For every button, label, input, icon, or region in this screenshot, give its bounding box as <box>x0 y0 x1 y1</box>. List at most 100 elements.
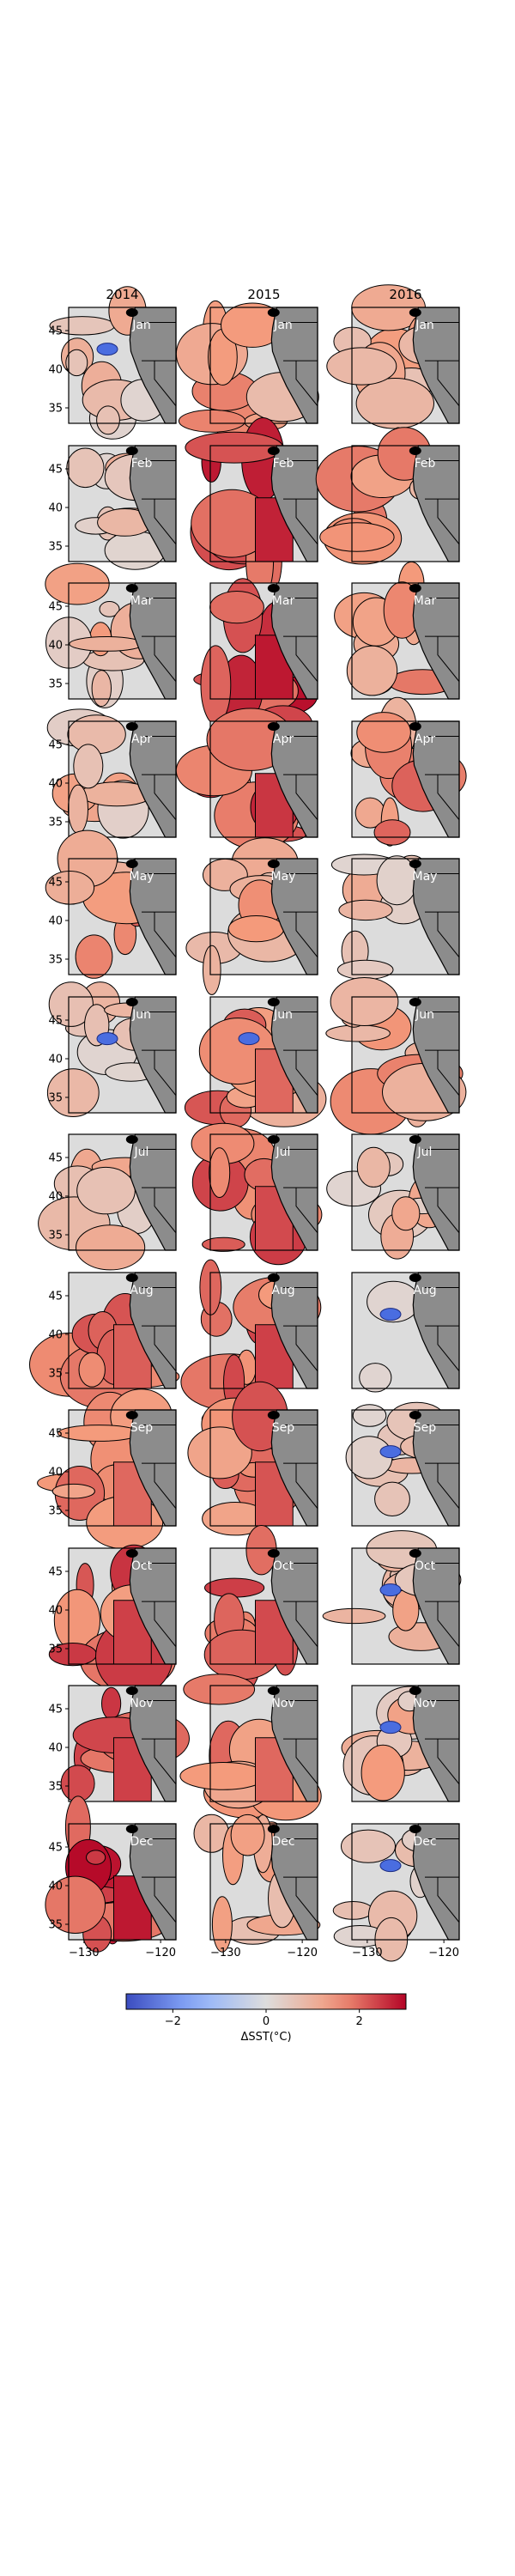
y-tick-label: 45 <box>48 739 63 752</box>
anomaly-region <box>48 981 94 1027</box>
panel-2016-dec: Dec <box>332 1823 460 1962</box>
panel-2016-aug: Aug <box>351 1272 460 1393</box>
month-label-jul: Jul <box>276 1145 291 1159</box>
month-label-apr: Apr <box>273 732 294 746</box>
column-title-2016: 2016 <box>389 287 421 302</box>
island <box>125 998 138 1006</box>
panel-frame <box>209 858 318 975</box>
panel-frame <box>351 1823 460 1941</box>
island <box>409 584 421 592</box>
y-tick-label: 45 <box>48 1015 63 1028</box>
state-border <box>154 499 177 545</box>
state-border <box>295 1877 318 1923</box>
anomaly-region <box>183 1674 256 1705</box>
panel-frame <box>68 858 177 975</box>
island <box>125 1411 138 1419</box>
panel-2016-oct: Oct <box>322 1530 462 1665</box>
x-tick-label: −130 <box>352 1947 383 1959</box>
y-tick-label: 35 <box>48 1368 63 1381</box>
anomaly-region <box>86 1850 106 1865</box>
island <box>409 1825 421 1833</box>
anomaly-region <box>330 977 399 1026</box>
month-label-may: May <box>130 870 154 884</box>
month-label-nov: Nov <box>413 1697 436 1710</box>
anomaly-region <box>65 349 88 377</box>
island <box>409 1273 421 1282</box>
y-tick-label: 35 <box>48 1643 63 1656</box>
panel-frame <box>68 1685 177 1802</box>
month-label-may: May <box>271 870 296 884</box>
island <box>267 1825 280 1833</box>
panel-2015-feb: Feb <box>185 417 318 602</box>
state-border <box>295 1463 318 1510</box>
island <box>267 447 280 455</box>
island <box>125 860 138 868</box>
cold-anomaly-region <box>238 1032 260 1046</box>
panel-2015-jul: Jul <box>191 1122 323 1266</box>
panel-grid: Jan Jan Jan Feb Feb Feb Mar Mar Mar Apr Apr Apr May M… <box>28 284 467 1962</box>
panel-frame <box>68 445 177 562</box>
month-label-apr: Apr <box>131 732 152 746</box>
panel-2016-jan: Jan <box>326 284 460 429</box>
month-label-jan: Jan <box>273 319 293 332</box>
anomaly-region <box>356 1146 391 1188</box>
cold-anomaly-region <box>379 1308 402 1321</box>
state-border <box>295 1601 318 1648</box>
panel-2014-mar: Mar <box>45 562 177 708</box>
panel-2014-oct: Oct <box>48 1544 177 1697</box>
anomaly-region <box>187 1426 252 1479</box>
colorbar-tick-label: 2 <box>356 2015 363 2028</box>
state-border <box>437 636 460 683</box>
x-tick-label: −130 <box>210 1947 241 1959</box>
state-border <box>154 1326 177 1372</box>
panel-2014-sep: Sep <box>37 1388 177 1550</box>
panel-frame <box>209 1133 318 1251</box>
island <box>409 1549 421 1558</box>
month-label-dec: Dec <box>413 1835 436 1849</box>
panel-frame <box>68 1547 177 1665</box>
y-tick-label: 40 <box>48 1191 63 1204</box>
anomaly-region <box>68 784 88 834</box>
panel-2015-jun: Jun <box>184 996 327 1128</box>
panel-2015-sep: Sep <box>187 1381 318 1536</box>
panel-frame <box>68 307 177 424</box>
colorbar-gradient <box>125 1993 407 2010</box>
month-label-dec: Dec <box>271 1835 294 1849</box>
panel-2016-sep: Sep <box>345 1401 460 1527</box>
anomaly-region <box>230 1814 265 1856</box>
anomaly-region <box>75 934 113 979</box>
panel-frame <box>68 1823 177 1941</box>
state-border <box>154 1739 177 1785</box>
panel-2016-jun: Jun <box>325 977 467 1135</box>
state-border <box>437 775 460 821</box>
y-tick-label: 40 <box>48 1329 63 1342</box>
panel-frame <box>209 720 318 838</box>
state-border <box>154 1050 177 1097</box>
panel-2016-jul: Jul <box>326 1133 460 1260</box>
cold-anomaly-region <box>379 1445 402 1459</box>
y-tick-label: 35 <box>48 1919 63 1932</box>
state-border <box>295 636 318 683</box>
state-border <box>295 1188 318 1234</box>
island <box>409 1135 421 1144</box>
panel-2015-oct: Oct <box>203 1525 318 1694</box>
anomaly-region <box>355 378 434 429</box>
colorbar: −2 0 2 ΔSST(°C) <box>125 1993 407 2044</box>
state-border <box>437 1326 460 1372</box>
y-tick-label: 40 <box>48 1880 63 1893</box>
panel-2014-apr: Apr <box>46 708 177 839</box>
panel-2015-aug: Aug <box>180 1259 322 1411</box>
panel-2014-feb: Feb <box>66 445 177 570</box>
month-label-feb: Feb <box>273 457 294 471</box>
state-border <box>437 1877 460 1923</box>
island <box>125 1273 138 1282</box>
y-tick-label: 45 <box>48 1842 63 1855</box>
month-label-mar: Mar <box>414 594 437 608</box>
month-label-feb: Feb <box>415 457 436 471</box>
anomaly-region <box>345 1436 393 1479</box>
x-tick-label: −120 <box>287 1947 318 1959</box>
panel-frame <box>351 1133 460 1251</box>
panel-frame <box>68 996 177 1114</box>
island <box>267 998 280 1006</box>
panel-2015-dec: Dec <box>193 1814 321 1953</box>
